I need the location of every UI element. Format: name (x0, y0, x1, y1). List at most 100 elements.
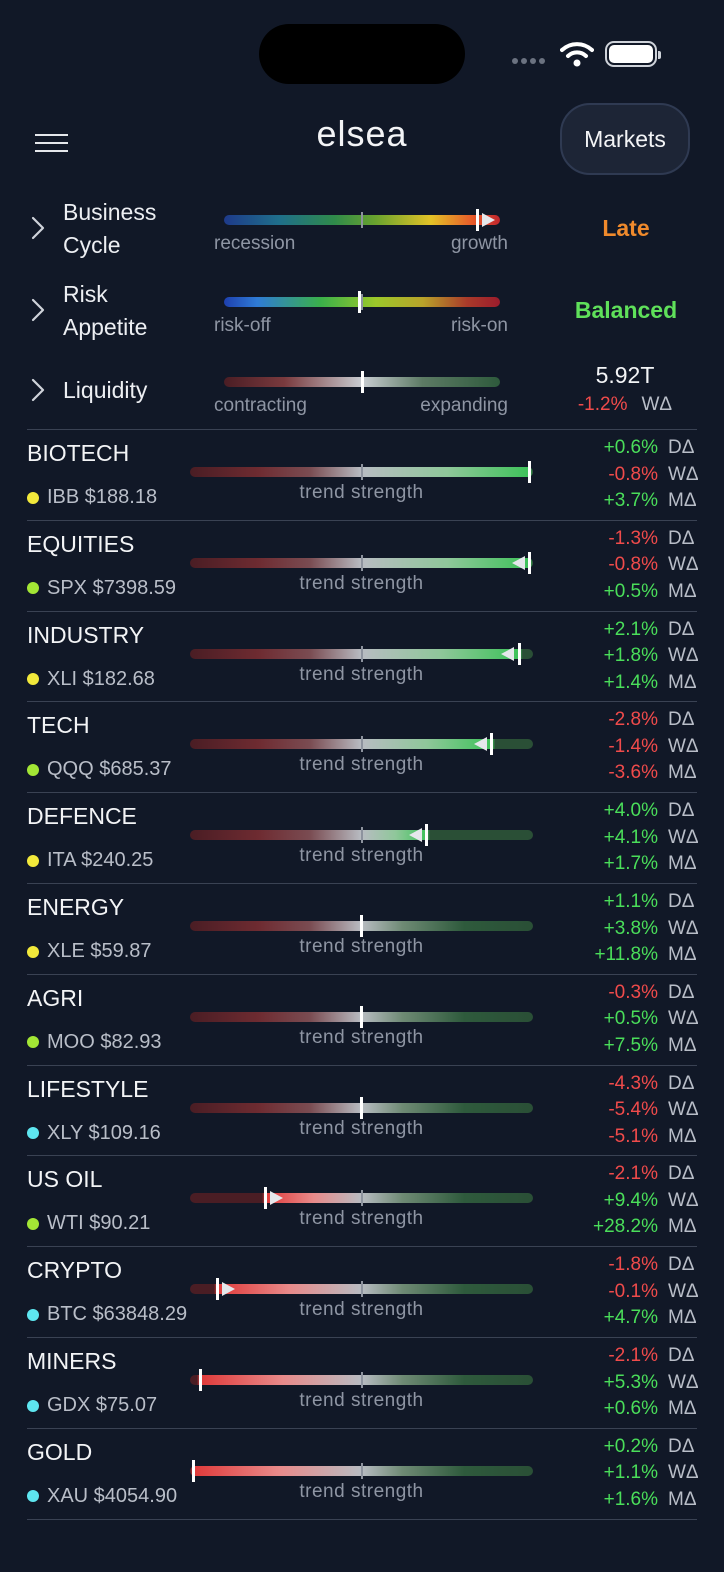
change-line: -5.1% MΔ (540, 1126, 700, 1153)
change-value: +0.6% (603, 1398, 658, 1419)
change-value: +0.6% (603, 437, 658, 458)
liquidity-change-value: -1.2% (577, 394, 628, 415)
battery-icon (605, 41, 661, 67)
change-value: +3.8% (603, 917, 658, 939)
ticker-price: ITA $240.25 (47, 849, 154, 872)
change-value: +7.5% (603, 1034, 658, 1056)
gauge-marker (476, 209, 480, 231)
change-period: DΔ (668, 1163, 695, 1185)
sector-ticker: XLY $109.16 (27, 1122, 161, 1145)
change-list: -2.1% DΔ +5.3% WΔ +0.6% MΔ (540, 1345, 700, 1425)
sector-row-biotech[interactable]: BIOTECH IBB $188.18 trend strength +0.6% DΔ -… (0, 430, 724, 521)
ticker-price: SPX $7398.59 (47, 576, 176, 599)
status-dot-icon (27, 1036, 39, 1049)
sector-row-industry[interactable]: INDUSTRY XLI $182.68 trend strength +2.1% DΔ… (0, 612, 724, 703)
sector-name: MINERS (27, 1348, 117, 1374)
change-value: +0.2% (603, 1435, 658, 1457)
gauge-high-label: risk-on (450, 315, 508, 336)
sector-name: INDUSTRY (27, 621, 145, 648)
change-line: +9.4% WΔ (540, 1190, 700, 1217)
change-value: +3.7% (603, 490, 658, 511)
macro-state-badge: Balanced (574, 297, 678, 323)
signal-icon (512, 58, 545, 64)
trend-strength-label: trend strength (299, 936, 424, 957)
trend-midline (361, 736, 363, 753)
sector-name: BIOTECH (27, 440, 130, 466)
change-value: +28.2% (593, 1216, 658, 1238)
change-period: DΔ (668, 800, 695, 822)
sector-row-gold[interactable]: GOLD XAU $4054.90 trend strength +0.2% DΔ +1.… (0, 1429, 724, 1520)
change-line: +1.8% WΔ (540, 645, 700, 672)
change-value: +1.8% (603, 645, 658, 667)
ticker-price: XLY $109.16 (47, 1121, 161, 1144)
change-period: MΔ (668, 671, 697, 693)
sector-row-lifestyle[interactable]: LIFESTYLE XLY $109.16 trend strength -4.3% D… (0, 1066, 724, 1157)
sector-name: EQUITIES (27, 530, 135, 557)
trend-strength-label: trend strength (299, 1208, 424, 1230)
macro-label: Risk (63, 281, 108, 307)
status-dot-icon (27, 763, 39, 776)
change-list: +0.6% DΔ -0.8% WΔ +3.7% MΔ (540, 437, 700, 517)
sector-ticker: ITA $240.25 (27, 849, 153, 872)
macro-row[interactable]: Business Cycle recession growth Late (0, 190, 724, 270)
sector-name: ENERGY (27, 894, 125, 920)
sector-name: AGRI (27, 984, 84, 1011)
status-dot-icon (27, 582, 39, 595)
change-line: +0.2% DΔ (540, 1436, 700, 1463)
trend-strength-label: trend strength (299, 1480, 424, 1502)
ticker-price: XLI $182.68 (47, 667, 155, 690)
trend-strength-label: trend strength (299, 1117, 424, 1139)
change-value: +1.7% (603, 853, 658, 875)
momentum-arrow-icon (481, 213, 495, 227)
trend-marker (360, 1005, 363, 1028)
change-value: -3.6% (608, 762, 658, 784)
macro-row[interactable]: Risk Appetite risk-off risk-on Balanced (0, 272, 724, 352)
sector-row-us-oil[interactable]: US OIL WTI $90.21 trend strength -2.1% DΔ +9.… (0, 1156, 724, 1247)
change-list: +1.1% DΔ +3.8% WΔ +11.8% MΔ (540, 891, 700, 971)
change-value: -2.8% (608, 709, 658, 731)
change-period: WΔ (668, 826, 699, 848)
chevron-right-icon[interactable] (30, 298, 46, 322)
change-line: -1.3% DΔ (540, 528, 700, 555)
change-line: +2.1% DΔ (540, 619, 700, 646)
change-period: WΔ (668, 1371, 699, 1393)
momentum-arrow-right-icon (270, 1191, 284, 1206)
change-line: +3.7% MΔ (540, 490, 700, 517)
sector-row-miners[interactable]: MINERS GDX $75.07 trend strength -2.1% DΔ +5.… (0, 1338, 724, 1429)
change-line: +4.1% WΔ (540, 827, 700, 854)
sector-name: US OIL (27, 1166, 103, 1193)
gauge-marker (360, 371, 364, 393)
sector-name: CRYPTO (27, 1257, 123, 1284)
status-dot-icon (27, 491, 39, 504)
sector-row-defence[interactable]: DEFENCE ITA $240.25 trend strength +4.0% DΔ +… (0, 793, 724, 884)
status-dot-icon (27, 1217, 39, 1230)
sector-row-energy[interactable]: ENERGY XLE $59.87 trend strength +1.1% DΔ +3.… (0, 884, 724, 975)
macro-row[interactable]: Liquidity contracting expanding (0, 352, 724, 432)
trend-strength-label: trend strength (299, 1390, 424, 1411)
sector-row-equities[interactable]: EQUITIES SPX $7398.59 trend strength -1.3% D… (0, 521, 724, 612)
change-period: WΔ (668, 463, 699, 485)
hamburger-menu-icon[interactable] (35, 134, 68, 154)
change-period: MΔ (668, 1488, 697, 1510)
change-period: MΔ (668, 1307, 697, 1329)
change-line: -1.8% DΔ (540, 1254, 700, 1281)
sector-ticker: GDX $75.07 (27, 1394, 157, 1417)
change-period: MΔ (668, 1034, 697, 1056)
change-period: WΔ (668, 1462, 699, 1484)
trend-midline (361, 1462, 363, 1479)
chevron-right-icon[interactable] (30, 378, 46, 402)
gauge-high-label: growth (450, 233, 508, 254)
sector-row-tech[interactable]: TECH QQQ $685.37 trend strength -2.8% DΔ -1.4… (0, 702, 724, 793)
sector-ticker: XLI $182.68 (27, 668, 155, 691)
change-line: -1.4% WΔ (540, 736, 700, 763)
change-period: WΔ (668, 645, 699, 667)
sector-row-crypto[interactable]: CRYPTO BTC $63848.29 trend strength -1.8% DΔ… (0, 1247, 724, 1338)
change-value: -2.1% (608, 1163, 658, 1185)
chevron-right-icon[interactable] (30, 216, 46, 240)
change-value: -0.1% (608, 1280, 658, 1302)
markets-button[interactable]: Markets (560, 103, 690, 175)
sector-row-agri[interactable]: AGRI MOO $82.93 trend strength -0.3% DΔ +0.5%… (0, 975, 724, 1066)
sector-ticker: IBB $188.18 (27, 486, 157, 509)
change-value: +1.6% (603, 1488, 658, 1510)
gauge-marker (357, 291, 361, 313)
